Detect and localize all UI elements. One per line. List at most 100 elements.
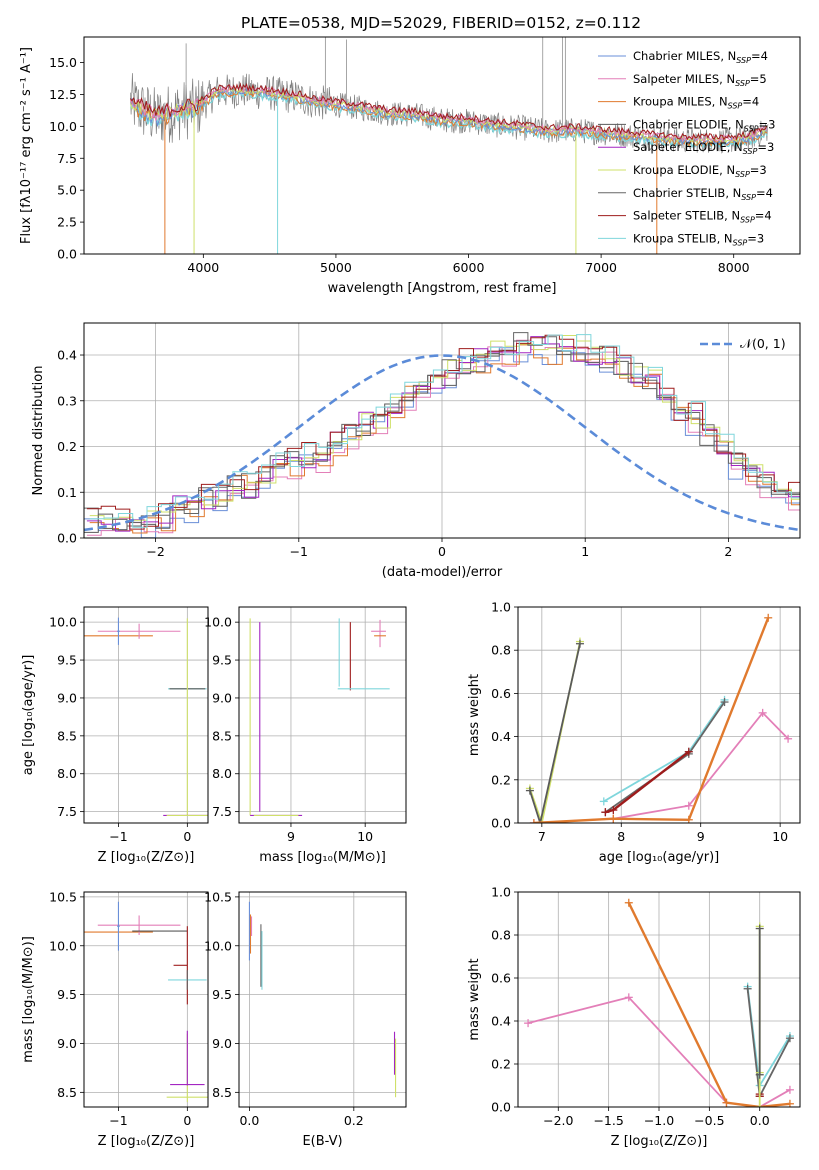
mass-vs-ebv-axes: 0.0 0.2 8.5 9.0 9.5 10.0 10.5 E(B-V) — [204, 889, 406, 1149]
y-tick-label: 0.0 — [491, 816, 511, 831]
x-tick-label: 0.0 — [239, 1113, 259, 1128]
series-marker — [684, 815, 693, 823]
x-tick-label: 5000 — [320, 260, 352, 275]
y-tick-label: 8.5 — [212, 728, 232, 743]
x-axis-label: Z [log₁₀(Z/Z⊙)] — [98, 1134, 195, 1149]
legend-label: Kroupa MILES, NSSP=4 — [633, 95, 759, 111]
y-tick-label: 7.5 — [57, 151, 77, 166]
series-marker — [601, 808, 610, 817]
age-vs-z-axes: −1 0 7.5 8.0 8.5 9.0 9.5 10.0 Z [log₁₀(Z/Z⊙)] age… — [21, 607, 208, 865]
x-tick-label: −1.0 — [644, 1113, 674, 1128]
y-tick-label: 0.2 — [57, 439, 77, 454]
series-line-chabrier_stelib — [604, 701, 726, 813]
errorbar-point — [97, 623, 181, 639]
series-marker — [722, 1098, 731, 1107]
weight-vs-age-axes: 7 8 9 10 0.0 0.2 0.4 0.6 0.8 1.0 age [log₁₀(age/yr… — [467, 600, 800, 865]
x-tick-label: 10 — [772, 829, 788, 844]
y-tick-label: 9.5 — [57, 653, 77, 668]
x-tick-label: −1 — [109, 1113, 127, 1128]
chart-layer: 4000 5000 6000 7000 80000.02.55.07.510.012.5… — [19, 36, 801, 1149]
x-tick-label: 8 — [617, 829, 625, 844]
series-marker — [755, 924, 764, 933]
y-axis-label: mass [log₁₀(M/M⊙)] — [21, 936, 36, 1063]
weight-vs-z-series — [524, 898, 794, 1107]
spectrum-legend: Chabrier MILES, NSSP=4 Salpeter MILES, NS… — [598, 49, 775, 247]
y-tick-label: 10.0 — [49, 615, 77, 630]
histogram-kroupa_stelib — [89, 334, 800, 528]
x-tick-label: 0.2 — [344, 1113, 364, 1128]
histogram-salpeter_stelib — [86, 334, 800, 530]
y-tick-label: 1.0 — [491, 600, 511, 615]
spectrum-frame — [83, 36, 801, 255]
y-tick-label: 7.5 — [57, 804, 77, 819]
mass-vs-z-axes: −1 0 8.5 9.0 9.5 10.0 10.5 Z [log₁₀(Z/Z⊙)] mass … — [21, 889, 208, 1149]
x-tick-label: −0.5 — [694, 1113, 724, 1128]
series-marker — [755, 1070, 764, 1079]
series-line-kroupa_stelib — [746, 986, 791, 1089]
x-tick-label: −1.5 — [593, 1113, 623, 1128]
x-tick-label: 7 — [538, 829, 546, 844]
y-tick-label: 0.8 — [491, 928, 511, 943]
series-line-chabrier_stelib — [746, 988, 791, 1100]
y-tick-label: 0.2 — [491, 772, 511, 787]
y-tick-label: 10.5 — [204, 889, 232, 904]
y-tick-label: 10.5 — [49, 889, 77, 904]
histogram-chabrier_elodie — [84, 340, 800, 533]
x-tick-label: 2 — [724, 544, 732, 559]
residuals-axes: −2 −1 0 1 2 0.0 0.1 0.2 0.3 0.4 (data-model)/error… — [31, 323, 800, 580]
y-tick-label: 10.0 — [204, 615, 232, 630]
mass-vs-z-frame — [83, 891, 209, 1108]
series-marker — [524, 1019, 533, 1028]
series-marker — [755, 1103, 764, 1107]
residuals-legend: 𝒩(0, 1) — [700, 336, 786, 351]
x-axis-label: age [log₁₀(age/yr)] — [599, 850, 720, 865]
y-tick-label: 0.4 — [491, 729, 511, 744]
x-axis-label: wavelength [Angstrom, rest frame] — [328, 281, 557, 296]
y-tick-label: 8.0 — [57, 766, 77, 781]
series-marker — [758, 708, 767, 717]
mass-vs-ebv-frame — [238, 891, 407, 1108]
series-line-chabrier_elodie — [529, 643, 581, 823]
legend-label: 𝒩(0, 1) — [740, 336, 786, 351]
errorbar-point — [97, 915, 181, 935]
series-marker — [684, 747, 693, 756]
y-tick-label: 9.0 — [57, 690, 77, 705]
histogram-chabrier_miles — [84, 347, 800, 538]
x-axis-label: Z [log₁₀(Z/Z⊙)] — [611, 1134, 708, 1149]
x-tick-label: 9 — [287, 829, 295, 844]
y-tick-label: 8.0 — [212, 766, 232, 781]
residuals-frame — [83, 322, 801, 539]
y-tick-label: 15.0 — [49, 55, 77, 70]
x-tick-label: 0 — [183, 829, 191, 844]
series-marker — [785, 1085, 794, 1094]
x-tick-label: 0.0 — [750, 1113, 770, 1128]
x-axis-label: Z [log₁₀(Z/Z⊙)] — [98, 850, 195, 865]
legend-label: Kroupa ELODIE, NSSP=3 — [633, 163, 767, 179]
series-marker — [785, 1099, 794, 1107]
series-marker — [609, 806, 618, 815]
y-tick-label: 9.5 — [212, 653, 232, 668]
y-tick-label: 10.0 — [204, 938, 232, 953]
series-marker — [720, 698, 729, 707]
y-tick-label: 9.5 — [212, 987, 232, 1002]
y-tick-label: 10.0 — [49, 119, 77, 134]
y-tick-label: 0.1 — [57, 485, 77, 500]
series-line-kroupa_miles — [627, 902, 791, 1107]
x-tick-label: 0 — [183, 1113, 191, 1128]
series-marker — [609, 814, 618, 823]
figure-title: PLATE=0538, MJD=52029, FIBERID=0152, z=0… — [241, 14, 641, 32]
weight-vs-age-series — [525, 613, 793, 823]
y-tick-label: 0.4 — [57, 348, 77, 363]
series-marker — [684, 801, 693, 810]
y-axis-label: age [log₁₀(age/yr)] — [21, 655, 36, 776]
legend-label: Salpeter ELODIE, NSSP=3 — [633, 140, 774, 156]
y-tick-label: 5.0 — [57, 183, 77, 198]
y-tick-label: 8.5 — [57, 1085, 77, 1100]
y-tick-label: 8.5 — [212, 1085, 232, 1100]
y-tick-label: 1.0 — [491, 885, 511, 900]
age-vs-mass-frame — [238, 606, 407, 824]
x-tick-label: −2 — [146, 544, 164, 559]
series-marker — [529, 819, 538, 823]
series-marker — [743, 984, 752, 993]
